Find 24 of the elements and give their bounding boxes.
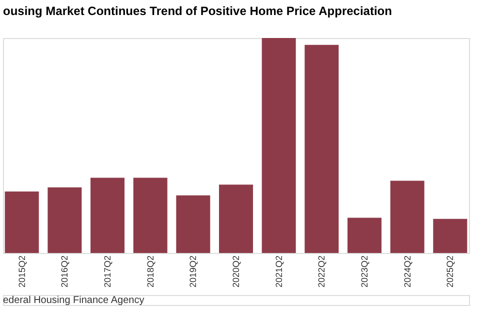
x-tick-label: 2015Q2 bbox=[16, 256, 27, 288]
text: ederal Housing Finance Agency bbox=[3, 295, 144, 306]
x-tick-label: 2018Q2 bbox=[145, 256, 156, 288]
chart-title: ousing Market Continues Trend of Positive Home Price Appreciation bbox=[3, 4, 392, 18]
x-tick-label: 2019Q2 bbox=[188, 256, 198, 288]
x-tick-label: 2025Q2 bbox=[445, 256, 456, 288]
bar bbox=[90, 178, 125, 253]
x-tick-label: 2016Q2 bbox=[60, 256, 70, 288]
bar bbox=[304, 44, 339, 253]
bar bbox=[48, 187, 82, 253]
bar bbox=[133, 178, 168, 253]
bar bbox=[390, 180, 424, 253]
x-tick-label: 2020Q2 bbox=[231, 256, 241, 288]
x-tick-label: 2022Q2 bbox=[316, 256, 327, 288]
bar bbox=[4, 192, 39, 253]
x-tick-label: 2021Q2 bbox=[274, 256, 284, 288]
bar bbox=[433, 218, 468, 253]
bar bbox=[219, 184, 253, 253]
bar bbox=[176, 195, 210, 253]
x-tick-label: 2017Q2 bbox=[102, 256, 113, 288]
x-tick-label: 2024Q2 bbox=[402, 256, 412, 288]
x-tick-label: 2023Q2 bbox=[359, 256, 370, 288]
bar bbox=[347, 218, 382, 253]
bar bbox=[262, 38, 296, 253]
